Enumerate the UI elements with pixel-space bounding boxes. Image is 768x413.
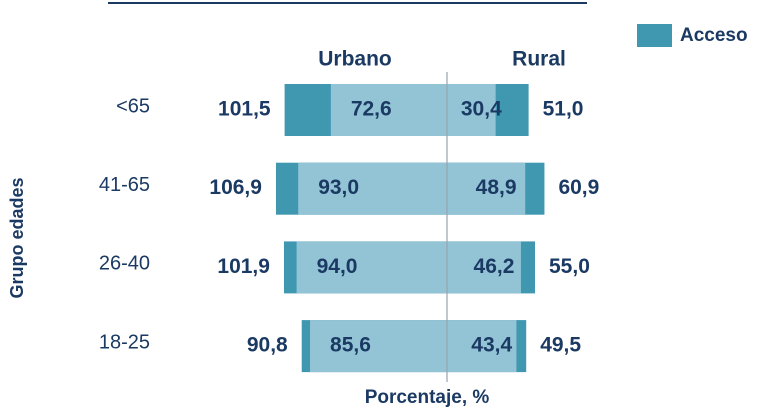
panel-label: Urbano bbox=[318, 48, 392, 71]
total-label: 101,5 bbox=[218, 98, 271, 121]
inner-bar bbox=[310, 320, 447, 373]
x-axis-label: Porcentaje, % bbox=[365, 387, 490, 408]
inner-label: 30,4 bbox=[461, 98, 502, 121]
inner-bar bbox=[447, 162, 526, 215]
inner-bar bbox=[296, 241, 447, 294]
legend-swatch bbox=[637, 24, 672, 47]
panel-label: Rural bbox=[512, 48, 566, 71]
total-label: 51,0 bbox=[543, 98, 584, 121]
inner-bar bbox=[447, 241, 521, 294]
total-label: 101,9 bbox=[217, 255, 270, 278]
legend-label: Acceso bbox=[680, 25, 748, 46]
inner-label: 93,0 bbox=[318, 176, 359, 199]
inner-label: 48,9 bbox=[476, 176, 517, 199]
inner-bar bbox=[330, 84, 447, 136]
inner-label: 94,0 bbox=[317, 255, 358, 278]
inner-label: 72,6 bbox=[351, 98, 392, 121]
inner-bar bbox=[447, 320, 517, 373]
y-tick-label: 18-25 bbox=[99, 331, 150, 353]
inner-bar bbox=[298, 162, 447, 215]
inner-label: 43,4 bbox=[471, 334, 512, 357]
total-label: 106,9 bbox=[209, 176, 262, 199]
y-tick-label: 26-40 bbox=[99, 253, 150, 275]
inner-label: 46,2 bbox=[474, 255, 515, 278]
y-tick-label: 41-65 bbox=[99, 174, 150, 196]
y-axis-label: Grupo edades bbox=[7, 177, 27, 298]
inner-bar bbox=[447, 84, 496, 136]
total-label: 60,9 bbox=[558, 176, 599, 199]
total-label: 49,5 bbox=[540, 334, 581, 357]
y-tick-label: <65 bbox=[116, 95, 150, 117]
total-label: 90,8 bbox=[247, 334, 288, 357]
total-label: 55,0 bbox=[549, 255, 590, 278]
inner-label: 85,6 bbox=[330, 334, 371, 357]
